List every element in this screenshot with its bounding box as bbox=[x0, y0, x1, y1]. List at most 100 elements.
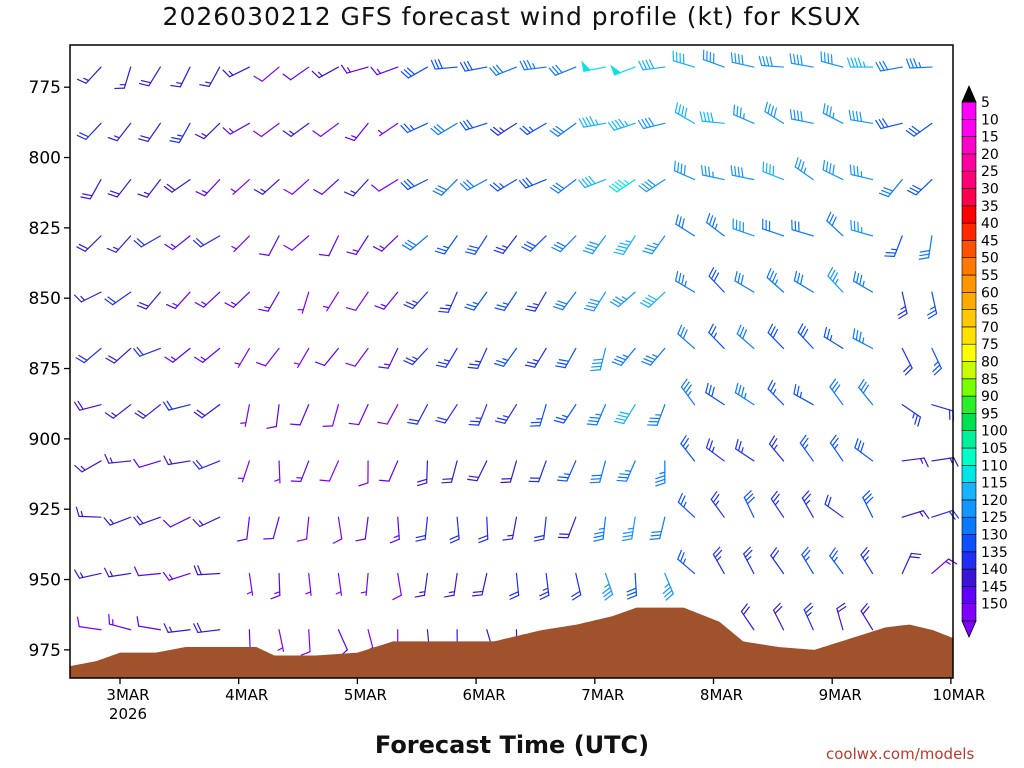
wind-barb bbox=[701, 164, 725, 181]
barb-flag bbox=[434, 250, 446, 255]
barb-flag bbox=[371, 184, 380, 192]
barb-flag bbox=[437, 416, 448, 421]
barb-flag bbox=[539, 594, 550, 600]
barb-flag bbox=[822, 103, 826, 114]
barb-flag bbox=[680, 163, 683, 175]
barb-flag bbox=[674, 102, 678, 113]
barb-flag bbox=[706, 212, 711, 224]
barb-staff bbox=[272, 516, 280, 540]
barb-flag bbox=[710, 326, 717, 336]
barb-flag bbox=[436, 124, 446, 132]
barb-flag bbox=[434, 59, 440, 70]
barb-halfflag bbox=[528, 126, 534, 132]
wind-barb bbox=[557, 516, 577, 539]
barb-flag bbox=[614, 358, 625, 364]
barb-flag bbox=[800, 161, 805, 172]
wind-barb bbox=[372, 235, 399, 252]
barb-flag bbox=[558, 359, 570, 362]
wind-barb bbox=[322, 404, 340, 427]
wind-barb bbox=[905, 122, 933, 137]
wind-barb bbox=[459, 119, 488, 131]
barb-halfflag bbox=[376, 68, 382, 75]
wind-barb bbox=[858, 378, 874, 406]
barb-flag bbox=[643, 358, 654, 363]
wind-barb bbox=[76, 66, 102, 84]
barb-flag bbox=[401, 244, 412, 251]
barb-flag bbox=[611, 183, 621, 191]
barb-flag bbox=[681, 106, 685, 117]
barb-halfflag bbox=[198, 520, 204, 526]
barb-flag bbox=[165, 304, 176, 310]
barb-flag bbox=[552, 306, 564, 311]
barb-flag bbox=[258, 308, 269, 312]
barb-flag bbox=[730, 52, 733, 63]
legend-label: 130 bbox=[981, 528, 1008, 544]
barb-flag bbox=[825, 161, 829, 173]
barb-halfflag bbox=[746, 556, 752, 561]
barb-halfflag bbox=[168, 574, 174, 580]
wind-barb bbox=[762, 218, 785, 237]
barb-halfflag bbox=[624, 470, 632, 472]
wind-barb bbox=[104, 291, 132, 306]
wind-barb bbox=[246, 572, 254, 596]
barb-flag bbox=[641, 360, 652, 366]
barb-halfflag bbox=[804, 556, 810, 562]
wind-barb bbox=[673, 160, 696, 181]
wind-barb bbox=[655, 460, 666, 487]
barb-flag bbox=[525, 308, 536, 312]
wind-barb bbox=[548, 64, 577, 76]
barb-flag bbox=[909, 556, 920, 559]
legend-color-bin bbox=[961, 464, 977, 483]
barb-flag bbox=[615, 248, 626, 253]
wind-barb bbox=[403, 291, 429, 310]
barb-flag bbox=[680, 378, 688, 388]
barb-flag bbox=[372, 246, 383, 252]
barb-flag bbox=[708, 384, 712, 396]
barb-flag bbox=[589, 298, 601, 303]
wind-barb bbox=[464, 291, 488, 311]
barb-flag bbox=[578, 118, 585, 128]
barb-flag bbox=[703, 111, 707, 123]
barb-flag bbox=[283, 188, 293, 195]
barb-halfflag bbox=[409, 124, 415, 131]
barb-flag bbox=[313, 189, 323, 195]
barb-flag bbox=[494, 420, 506, 424]
wind-barb bbox=[403, 347, 429, 366]
barb-halfflag bbox=[230, 301, 237, 306]
barb-staff bbox=[355, 291, 369, 311]
barb-flag bbox=[857, 57, 862, 68]
barb-halfflag bbox=[502, 358, 509, 362]
wind-barb bbox=[553, 404, 577, 424]
barb-flag bbox=[104, 298, 114, 306]
barb-flag bbox=[705, 438, 711, 449]
barb-flag bbox=[878, 119, 885, 129]
barb-staff bbox=[397, 572, 402, 596]
barb-flag bbox=[406, 67, 416, 75]
wind-barb bbox=[799, 434, 814, 462]
barb-halfflag bbox=[379, 245, 386, 250]
barb-flag bbox=[743, 546, 751, 555]
y-tick-label: 900 bbox=[29, 430, 61, 450]
barb-halfflag bbox=[289, 130, 295, 135]
legend-color-bin bbox=[961, 482, 977, 501]
barb-halfflag bbox=[918, 62, 922, 69]
wind-barb bbox=[641, 347, 666, 366]
barb-flag bbox=[849, 164, 852, 176]
barb-flag bbox=[78, 243, 89, 250]
barb-flag bbox=[829, 434, 837, 444]
legend-label: 55 bbox=[981, 268, 999, 284]
wind-barb bbox=[300, 629, 311, 656]
barb-staff bbox=[358, 404, 369, 426]
wind-barb bbox=[528, 460, 547, 483]
wind-barb bbox=[80, 179, 102, 200]
barb-flag bbox=[74, 294, 82, 303]
barb-flag bbox=[772, 602, 781, 611]
wind-barb bbox=[137, 179, 161, 198]
barb-flag bbox=[829, 547, 836, 557]
wind-barb bbox=[114, 66, 132, 90]
barb-halfflag bbox=[230, 188, 237, 193]
wind-barb bbox=[468, 404, 488, 426]
barb-staff bbox=[299, 404, 310, 426]
barb-flag bbox=[344, 136, 355, 142]
barb-flag bbox=[315, 361, 326, 367]
